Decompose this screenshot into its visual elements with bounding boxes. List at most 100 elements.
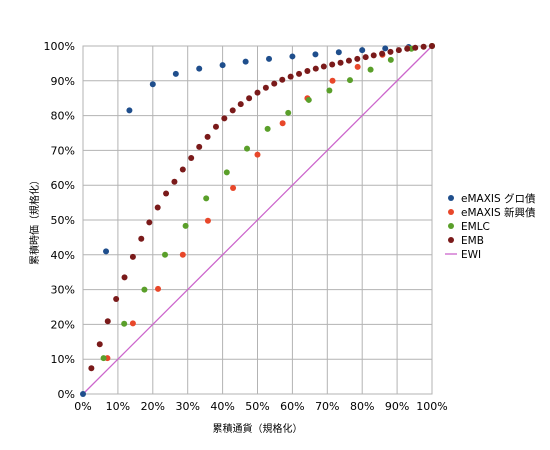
y-tick-label: 60% xyxy=(51,179,75,192)
data-point xyxy=(335,49,342,56)
data-point xyxy=(237,101,244,108)
data-point xyxy=(182,222,189,229)
data-point xyxy=(320,63,327,70)
data-point xyxy=(289,53,296,60)
data-point xyxy=(188,155,195,162)
data-point xyxy=(287,73,294,80)
data-point xyxy=(266,55,273,62)
data-point xyxy=(304,68,311,75)
y-tick-label: 30% xyxy=(51,284,75,297)
data-point xyxy=(367,66,374,73)
data-point xyxy=(88,365,95,372)
y-tick-label: 20% xyxy=(51,318,75,331)
data-point xyxy=(203,195,210,202)
data-point xyxy=(362,54,369,61)
data-point xyxy=(103,248,110,255)
data-point xyxy=(429,43,435,49)
x-tick-label: 80% xyxy=(350,400,374,413)
data-point xyxy=(223,169,230,176)
x-tick-label: 40% xyxy=(210,400,234,413)
data-point xyxy=(244,145,251,152)
y-tick-label: 80% xyxy=(51,110,75,123)
y-axis-title: 累積時価（規格化） xyxy=(28,175,41,265)
data-point xyxy=(262,84,269,91)
y-tick-labels: 0% 10% 20% 30% 40% 50% 60% 70% 80% 90% 100% xyxy=(44,40,75,401)
data-point xyxy=(196,65,203,72)
data-point xyxy=(412,44,419,51)
y-tick-label: 90% xyxy=(51,75,75,88)
legend-label: eMAXIS グロ債 xyxy=(461,192,536,205)
legend-swatch xyxy=(448,237,454,243)
data-point xyxy=(146,219,153,226)
data-point xyxy=(230,184,237,191)
y-tick-label: 100% xyxy=(44,40,75,53)
data-point xyxy=(354,55,361,62)
data-point xyxy=(155,285,162,292)
data-point xyxy=(305,96,312,103)
legend-label: EWI xyxy=(461,249,481,261)
y-tick-label: 50% xyxy=(51,214,75,227)
legend-swatch xyxy=(448,223,454,229)
data-point xyxy=(149,81,156,88)
data-point xyxy=(219,62,226,69)
y-tick-label: 10% xyxy=(51,353,75,366)
x-tick-label: 50% xyxy=(245,400,269,413)
data-point xyxy=(221,115,228,122)
data-point xyxy=(264,125,271,132)
data-point xyxy=(179,166,186,173)
series-line-ewi xyxy=(82,45,433,395)
data-point xyxy=(154,204,161,211)
data-point xyxy=(359,47,366,54)
data-point xyxy=(162,251,169,258)
data-point xyxy=(329,61,336,68)
data-point xyxy=(104,318,111,325)
data-point xyxy=(204,217,211,224)
legend-label: EMB xyxy=(461,235,484,247)
data-point xyxy=(129,320,136,327)
legend-label: eMAXIS 新興債 xyxy=(461,206,536,219)
data-point xyxy=(171,178,178,185)
legend-swatch xyxy=(448,209,454,215)
x-tick-label: 30% xyxy=(175,400,199,413)
x-tick-label: 0% xyxy=(74,400,91,413)
data-point xyxy=(312,51,319,58)
legend-swatch xyxy=(448,195,454,201)
data-point xyxy=(387,48,394,55)
data-point xyxy=(326,87,333,94)
data-point xyxy=(329,77,336,84)
data-point xyxy=(337,59,344,66)
plot-frame xyxy=(82,45,433,395)
data-point xyxy=(387,56,394,63)
data-point xyxy=(172,70,179,77)
data-point xyxy=(254,89,261,96)
x-tick-label: 100% xyxy=(416,400,447,413)
y-tick-label: 0% xyxy=(58,388,75,401)
data-point xyxy=(312,65,319,72)
data-point xyxy=(382,45,389,52)
data-point xyxy=(404,45,411,52)
data-point xyxy=(254,151,261,158)
x-tick-label: 90% xyxy=(385,400,409,413)
x-tick-label: 10% xyxy=(106,400,130,413)
data-point xyxy=(279,76,286,83)
data-point xyxy=(242,58,249,65)
data-point xyxy=(346,77,353,84)
data-point xyxy=(129,253,136,260)
data-point xyxy=(229,107,236,114)
data-point xyxy=(179,251,186,258)
data-point xyxy=(113,295,120,302)
data-point xyxy=(138,235,145,242)
x-tick-labels: 0% 10% 20% 30% 40% 50% 60% 70% 80% 90% 100% xyxy=(74,400,447,413)
data-point xyxy=(100,355,107,362)
x-axis-title: 累積通貨（規格化） xyxy=(213,422,303,435)
data-point xyxy=(163,190,170,197)
data-point xyxy=(370,52,377,59)
data-point xyxy=(246,95,253,102)
data-point xyxy=(196,143,203,150)
data-point xyxy=(126,107,133,114)
series-layer xyxy=(80,43,435,397)
data-point xyxy=(212,123,219,130)
x-tick-label: 20% xyxy=(141,400,165,413)
